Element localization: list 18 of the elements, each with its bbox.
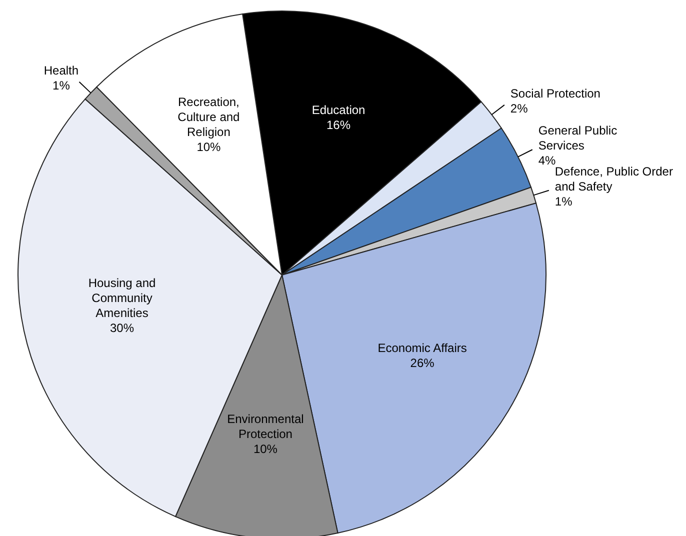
slice-label: General Public Services (538, 124, 618, 153)
slice-label: Recreation, Culture and Religion (178, 95, 240, 140)
data-label: 4% (538, 154, 556, 168)
data-label: 30% (110, 321, 134, 336)
data-label: 10% (253, 442, 278, 456)
data-label: 16% (326, 118, 351, 132)
data-label: 1% (52, 78, 70, 92)
slice-label: Economic Affairs (378, 340, 467, 355)
slice-label: Health (44, 63, 79, 78)
slice-label: Housing and Community Amenities (88, 276, 156, 320)
slice-label: Defence, Public Order and Safety (554, 164, 673, 194)
data-label: 1% (554, 194, 573, 208)
slice-label: Environmental Protection (227, 412, 304, 441)
data-label: 10% (196, 140, 222, 154)
data-label: 26% (410, 356, 435, 370)
slice-label: Education (312, 102, 366, 117)
slice-label: Social Protection (510, 86, 600, 100)
data-label: 2% (510, 101, 528, 116)
